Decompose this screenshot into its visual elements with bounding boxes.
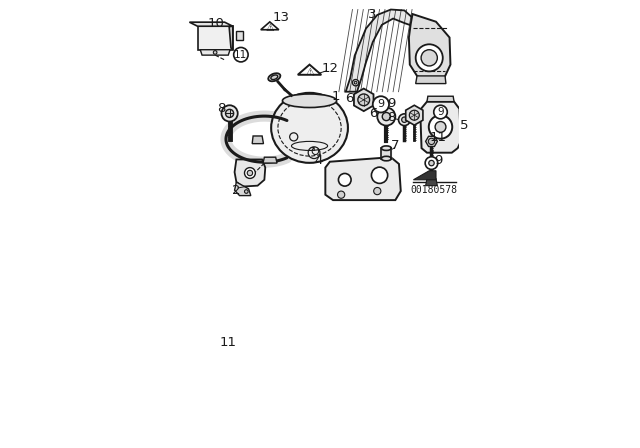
Polygon shape <box>325 157 401 200</box>
Circle shape <box>339 173 351 186</box>
Circle shape <box>244 190 248 194</box>
Ellipse shape <box>271 75 278 80</box>
Polygon shape <box>346 9 413 92</box>
Polygon shape <box>189 22 233 26</box>
Circle shape <box>434 105 447 119</box>
Text: 11: 11 <box>220 336 237 349</box>
Ellipse shape <box>271 93 348 163</box>
Text: 7: 7 <box>391 139 399 152</box>
Polygon shape <box>427 96 454 102</box>
Polygon shape <box>235 159 265 186</box>
Polygon shape <box>420 102 461 153</box>
Text: ↻: ↻ <box>309 146 319 159</box>
Circle shape <box>399 114 410 125</box>
Circle shape <box>213 51 217 54</box>
Circle shape <box>429 160 434 166</box>
Text: 8: 8 <box>217 103 225 116</box>
Ellipse shape <box>282 94 337 108</box>
Polygon shape <box>298 65 321 75</box>
Text: 12: 12 <box>321 62 339 75</box>
Ellipse shape <box>381 146 391 151</box>
Text: 9: 9 <box>387 96 395 109</box>
Text: 2: 2 <box>232 184 241 197</box>
Text: 9: 9 <box>434 154 442 167</box>
Text: 8: 8 <box>388 112 396 125</box>
Circle shape <box>425 157 438 169</box>
Circle shape <box>353 80 359 86</box>
Polygon shape <box>413 171 436 180</box>
Circle shape <box>374 187 381 195</box>
Polygon shape <box>236 31 243 40</box>
Circle shape <box>428 138 435 145</box>
Polygon shape <box>263 157 277 163</box>
Polygon shape <box>409 14 451 82</box>
Text: 11: 11 <box>234 50 248 60</box>
Circle shape <box>382 112 390 121</box>
Circle shape <box>415 44 443 71</box>
Polygon shape <box>200 50 230 55</box>
Circle shape <box>234 47 248 62</box>
Polygon shape <box>198 26 233 50</box>
Circle shape <box>247 170 253 176</box>
Ellipse shape <box>381 156 391 161</box>
Circle shape <box>221 105 237 121</box>
Polygon shape <box>426 136 437 146</box>
Text: 9: 9 <box>378 99 385 109</box>
Circle shape <box>435 121 446 132</box>
Polygon shape <box>252 136 264 144</box>
Circle shape <box>358 94 370 106</box>
Polygon shape <box>406 105 423 125</box>
Polygon shape <box>426 178 437 185</box>
Text: 11: 11 <box>429 131 447 144</box>
Text: ⚠: ⚠ <box>305 67 314 78</box>
Circle shape <box>429 115 452 139</box>
Polygon shape <box>354 89 374 111</box>
Polygon shape <box>260 22 279 30</box>
Polygon shape <box>415 76 446 84</box>
Text: 6: 6 <box>369 107 378 120</box>
Circle shape <box>355 82 357 84</box>
Text: 4: 4 <box>314 154 323 167</box>
Circle shape <box>378 108 396 125</box>
Circle shape <box>410 110 419 120</box>
Text: 13: 13 <box>273 11 290 24</box>
Circle shape <box>371 167 388 183</box>
Circle shape <box>225 109 234 117</box>
Polygon shape <box>229 26 233 50</box>
Ellipse shape <box>268 73 280 81</box>
Text: 6: 6 <box>345 92 353 105</box>
Text: 00180578: 00180578 <box>410 185 457 195</box>
Text: ⚠: ⚠ <box>266 23 274 33</box>
Text: 3: 3 <box>367 9 376 22</box>
Text: 10: 10 <box>207 17 224 30</box>
Text: 9: 9 <box>437 107 444 117</box>
Circle shape <box>402 117 407 122</box>
Polygon shape <box>235 182 251 196</box>
Circle shape <box>421 50 437 66</box>
Circle shape <box>244 168 255 178</box>
Circle shape <box>337 191 345 198</box>
Text: 5: 5 <box>460 119 468 132</box>
Circle shape <box>372 96 389 112</box>
Text: 1: 1 <box>332 90 340 103</box>
